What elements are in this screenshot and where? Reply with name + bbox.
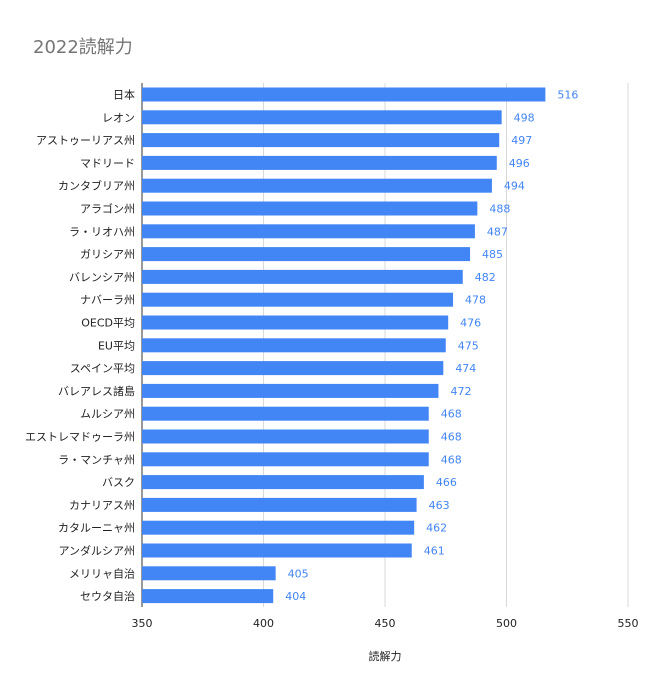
- x-tick-label: 350: [132, 617, 153, 630]
- bar: [142, 589, 274, 604]
- x-tick-label: 550: [618, 617, 639, 630]
- category-label: レオン: [102, 111, 135, 124]
- data-label: 494: [504, 180, 525, 193]
- data-label: 404: [285, 590, 306, 603]
- category-label: マドリード: [80, 157, 135, 170]
- category-label: メリリャ自治: [69, 566, 135, 580]
- category-label: バレンシア州: [69, 271, 135, 284]
- bar: [142, 178, 492, 193]
- x-tick-label: 500: [496, 617, 517, 630]
- category-label: OECD平均: [81, 317, 135, 330]
- bar: [142, 361, 444, 376]
- category-label: バレアレス諸島: [58, 384, 135, 398]
- category-label: カンタブリア州: [58, 179, 135, 193]
- bar: [142, 315, 449, 330]
- bar: [142, 338, 446, 353]
- category-label: カタルーニャ州: [58, 522, 135, 535]
- category-label: ラ・リオハ州: [69, 225, 135, 238]
- bar: [142, 87, 546, 102]
- category-label: EU平均: [98, 339, 135, 352]
- category-label: カナリアス州: [69, 499, 135, 512]
- bar: [142, 110, 502, 125]
- x-tick-label: 450: [375, 617, 396, 630]
- data-label: 485: [482, 248, 503, 261]
- category-label: アストゥーリアス州: [36, 134, 135, 147]
- category-label: ムルシア州: [80, 408, 135, 421]
- data-label: 475: [458, 339, 479, 352]
- chart-title: 2022読解力: [33, 37, 133, 58]
- bar: [142, 452, 429, 467]
- x-tick-label: 400: [253, 617, 274, 630]
- data-label: 463: [429, 499, 450, 512]
- data-label: 516: [557, 89, 578, 102]
- data-label: 488: [489, 203, 510, 216]
- bar: [142, 383, 439, 398]
- bar: [142, 133, 500, 148]
- bar: [142, 566, 276, 581]
- data-label: 497: [511, 134, 532, 147]
- category-label: アンダルシア州: [58, 544, 135, 558]
- data-label: 468: [441, 408, 462, 421]
- category-label: エストレマドゥーラ州: [25, 431, 135, 444]
- bar: [142, 543, 412, 558]
- x-axis-title: 読解力: [369, 649, 402, 663]
- category-label: ガリシア州: [80, 248, 135, 261]
- data-label: 487: [487, 225, 508, 238]
- data-label: 405: [288, 567, 309, 580]
- category-label: ナバーラ州: [80, 294, 135, 307]
- category-label: セウタ自治: [80, 589, 135, 603]
- bar: [142, 520, 415, 535]
- category-label: ラ・マンチャ州: [58, 453, 135, 466]
- data-label: 462: [426, 522, 447, 535]
- data-label: 472: [450, 385, 471, 398]
- category-label: アラゴン州: [80, 202, 135, 216]
- data-label: 482: [475, 271, 496, 284]
- bar: [142, 155, 497, 170]
- bar: [142, 247, 471, 262]
- data-label: 498: [514, 111, 535, 124]
- category-label: バスク: [102, 476, 135, 489]
- data-label: 468: [441, 431, 462, 444]
- bar: [142, 406, 429, 421]
- bar: [142, 497, 417, 512]
- category-label: スペイン平均: [70, 362, 135, 375]
- bar: [142, 201, 478, 216]
- data-label: 476: [460, 317, 481, 330]
- data-label: 474: [455, 362, 476, 375]
- data-label: 466: [436, 476, 457, 489]
- data-label: 496: [509, 157, 530, 170]
- bar: [142, 292, 454, 307]
- bar: [142, 429, 429, 444]
- data-label: 468: [441, 453, 462, 466]
- bar: [142, 475, 424, 490]
- bar: [142, 269, 463, 284]
- data-label: 461: [424, 545, 445, 558]
- bar: [142, 224, 475, 239]
- category-label: 日本: [113, 88, 135, 102]
- data-label: 478: [465, 294, 486, 307]
